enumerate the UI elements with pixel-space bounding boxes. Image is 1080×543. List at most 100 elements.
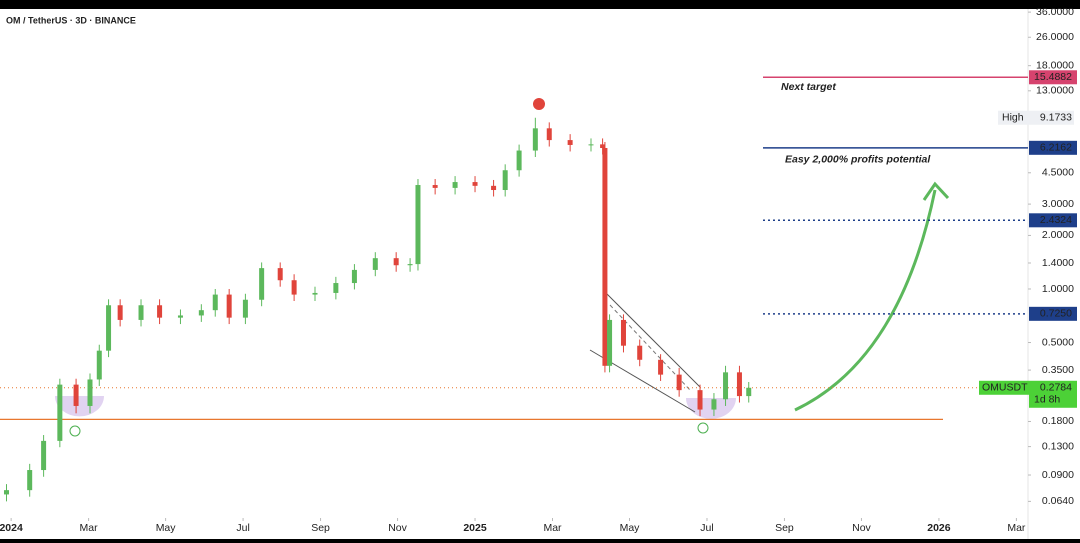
last-price-countdown: 1d 8h: [1034, 394, 1060, 406]
candle-body: [226, 294, 232, 318]
y-tick-label: 0.3500: [1042, 364, 1074, 376]
candle-body: [637, 345, 643, 360]
y-tick-label: 0.0900: [1042, 469, 1074, 481]
candle-body: [57, 384, 63, 441]
level-price-box: [1029, 140, 1077, 155]
x-tick-label: May: [620, 522, 641, 534]
x-tick-label: 2025: [463, 522, 487, 534]
x-tick-label: 2026: [927, 522, 951, 534]
bottom-highlight: [55, 396, 104, 417]
y-tick-label: 3.0000: [1042, 198, 1074, 210]
candle-body: [242, 299, 248, 318]
candle-body: [452, 182, 458, 188]
candle-body: [432, 185, 438, 188]
projection-arrow-head: [922, 181, 950, 201]
x-tick-label: Nov: [388, 522, 407, 534]
x-tick-label: Mar: [1007, 522, 1026, 534]
level-price-label: 6.2162: [1040, 142, 1072, 154]
candle-body: [157, 305, 163, 318]
candle-body: [602, 148, 608, 366]
candle-body: [407, 264, 413, 266]
highlights: [55, 98, 950, 437]
candle-body: [472, 182, 478, 186]
y-tick-label: 13.0000: [1036, 85, 1074, 97]
candle-body: [372, 258, 378, 270]
x-tick-label: May: [156, 522, 177, 534]
candle-body: [333, 283, 339, 293]
candle-body: [177, 315, 183, 318]
projection-arrow: [794, 189, 937, 412]
high-label: High: [1002, 112, 1024, 124]
wedge-line: [604, 291, 701, 388]
y-tick-label: 26.0000: [1036, 31, 1074, 43]
x-tick-label: Jul: [700, 522, 713, 534]
candle-body: [96, 350, 102, 380]
candle-body: [259, 268, 265, 300]
candle-body: [723, 372, 729, 400]
bottom-highlight: [686, 398, 736, 419]
level-price-box: [1029, 213, 1077, 228]
candle-body: [600, 144, 606, 149]
y-tick-label: 0.1300: [1042, 440, 1074, 452]
candle-body: [588, 144, 594, 146]
candle-body: [41, 440, 47, 471]
candle-body: [117, 305, 123, 320]
candle-body: [697, 390, 703, 410]
candle-body: [73, 384, 79, 406]
last-price-value: 0.2784: [1040, 382, 1072, 394]
candle-body: [3, 490, 9, 495]
candle-body: [106, 305, 112, 351]
y-tick-label: 1.4000: [1042, 257, 1074, 269]
candle-body: [393, 258, 399, 266]
candle-body: [711, 399, 717, 410]
x-tick-label: Sep: [775, 522, 794, 534]
candle-body: [138, 305, 144, 320]
candle-body: [516, 150, 522, 171]
x-tick-label: Jul: [236, 522, 249, 534]
candle-body: [27, 470, 33, 491]
x-tick-label: Mar: [543, 522, 562, 534]
x-tick-label: 2024: [0, 522, 23, 534]
y-tick-label: 2.0000: [1042, 229, 1074, 241]
y-tick-label: 36.0000: [1036, 6, 1074, 18]
candle-body: [567, 140, 573, 145]
top-bar: [0, 0, 1080, 9]
candle-body: [277, 268, 283, 281]
candle-body: [198, 310, 204, 316]
level-price-label: 2.4324: [1040, 214, 1072, 226]
candle-body: [746, 387, 752, 397]
chart-title: OM / TetherUS · 3D · BINANCE: [6, 15, 136, 25]
level-price-box: [1029, 70, 1077, 85]
candle-body: [532, 128, 538, 151]
high-price: 9.1733: [1040, 112, 1072, 124]
candle-body: [415, 185, 421, 265]
up-signal: [69, 425, 81, 437]
y-tick-label: 0.0640: [1042, 495, 1074, 507]
candle-body: [291, 280, 297, 295]
candle-body: [87, 379, 93, 406]
candle-body: [502, 170, 508, 191]
x-tick-label: Sep: [311, 522, 330, 534]
level-price-box: [1029, 306, 1077, 321]
bottom-bar: [0, 539, 1080, 543]
up-signal: [697, 422, 709, 434]
candle-body: [607, 319, 613, 366]
level-text: Easy 2,000% profits potential: [785, 154, 931, 166]
candle-body: [212, 294, 218, 311]
candle-body: [658, 359, 664, 375]
x-tick-label: Nov: [852, 522, 871, 534]
y-tick-label: 18.0000: [1036, 59, 1074, 71]
candle-body: [491, 185, 497, 191]
last-price-box: [1029, 380, 1077, 408]
level-price-label: 0.7250: [1040, 308, 1072, 320]
last-price-box: [979, 380, 1029, 395]
candle-body: [676, 374, 682, 391]
y-tick-label: 0.5000: [1042, 336, 1074, 348]
y-tick-label: 4.5000: [1042, 167, 1074, 179]
candle-body: [620, 319, 626, 346]
level-text: Next target: [781, 81, 836, 93]
y-tick-label: 1.0000: [1042, 283, 1074, 295]
candle-body: [546, 128, 552, 141]
level-price-label: 15.4882: [1034, 71, 1072, 83]
